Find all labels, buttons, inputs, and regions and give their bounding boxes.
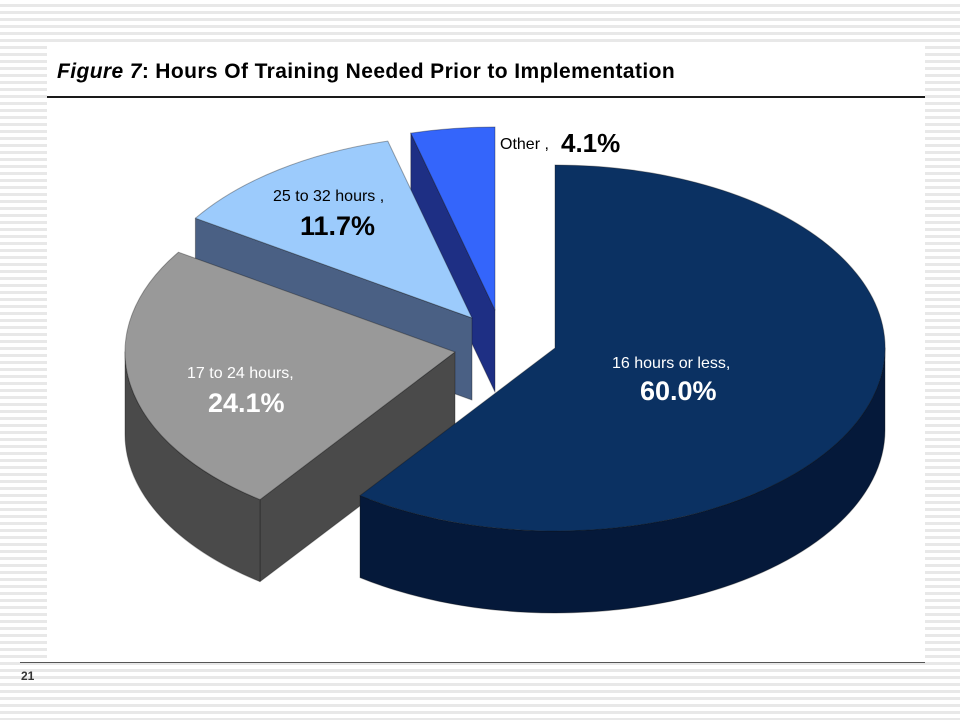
slice-label-other: Other , — [500, 136, 549, 153]
pie-slice-4 — [410, 126, 496, 393]
figure-label: Figure 7 — [57, 60, 142, 83]
pie-slice-2 — [124, 251, 456, 583]
pie-slice-4-top-face — [410, 126, 496, 311]
slice-label-25-to-32-hours: 25 to 32 hours , — [273, 188, 384, 205]
data-labels: Other , 4.1% 25 to 32 hours , 11.7% 17 t… — [187, 128, 730, 418]
pie-slice-1 — [359, 164, 886, 614]
footer-divider — [20, 662, 925, 663]
slice-value-16-hours-or-less: 60.0% — [640, 376, 717, 406]
page-number: 21 — [21, 669, 35, 683]
pie-slice-2-side — [124, 351, 261, 583]
slice-label-17-to-24-hours: 17 to 24 hours, — [187, 365, 294, 382]
pie-slice-1-top-face — [359, 164, 886, 532]
title-divider — [47, 96, 925, 98]
chart-title-text: Hours Of Training Needed Prior to Implem… — [155, 60, 676, 83]
pie-slice-3-top-face — [194, 140, 473, 319]
title-separator: : — [141, 60, 150, 83]
slice-value-other: 4.1% — [561, 128, 620, 158]
chart-title: Figure 7: Hours Of Training Needed Prior … — [57, 60, 675, 84]
slice-value-25-to-32-hours: 11.7% — [300, 211, 375, 241]
slice-label-16-hours-or-less: 16 hours or less, — [612, 355, 730, 372]
pie-slices — [124, 126, 886, 614]
slice-value-17-to-24-hours: 24.1% — [208, 388, 285, 418]
pie-slice-2-top-face — [124, 251, 456, 501]
